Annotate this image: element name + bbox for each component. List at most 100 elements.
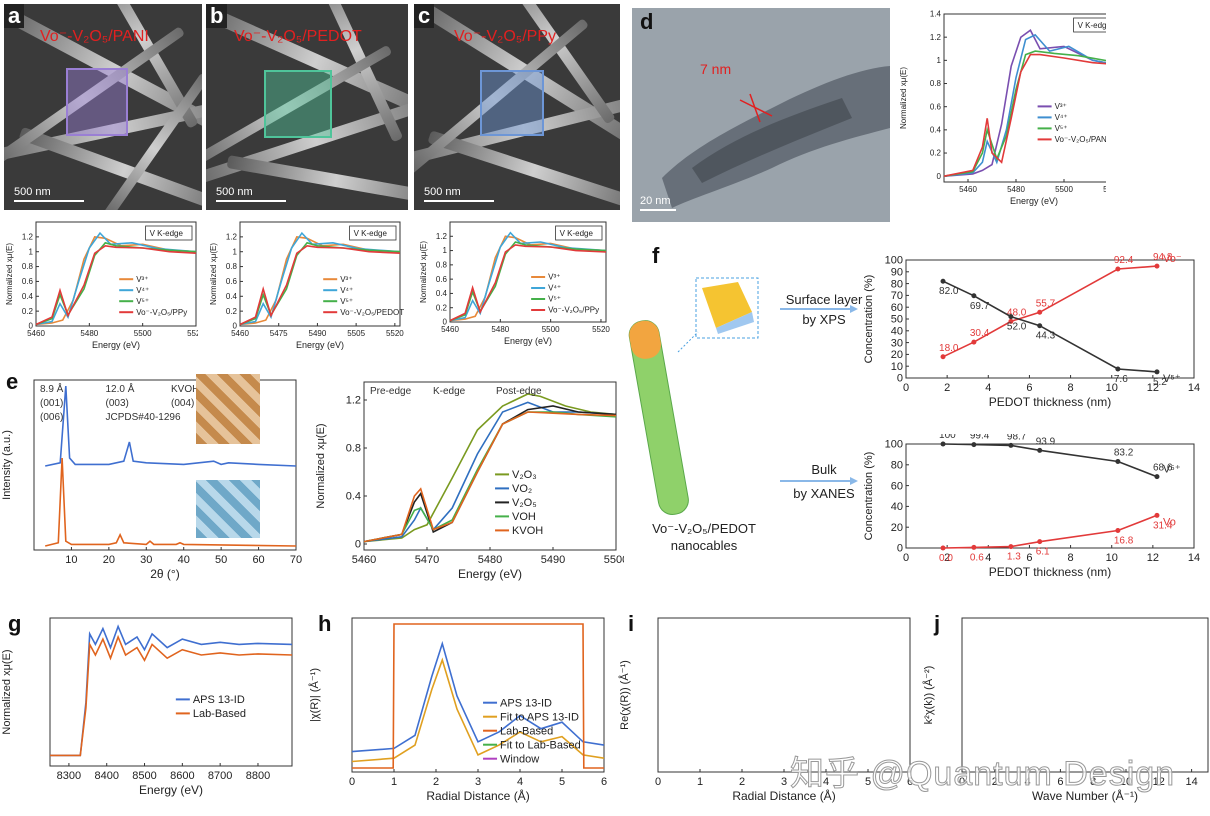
x-tick-label: 5 xyxy=(865,776,871,788)
crystal-structure-kvoh xyxy=(196,374,260,444)
x-tick-label: 40 xyxy=(178,554,190,566)
x-tick-label: 5475 xyxy=(270,329,288,338)
data-point xyxy=(1008,318,1014,324)
data-label: 31.4 xyxy=(1153,520,1173,531)
y-axis-label: Normalized xμ(E) xyxy=(209,243,218,305)
x-tick-label: 0 xyxy=(903,382,909,394)
x-axis-label: 2θ (°) xyxy=(150,567,179,581)
sem-title-c: Vo⁻-V₂O₅/PPy xyxy=(454,28,557,45)
x-tick-label: 6 xyxy=(1057,776,1063,788)
data-label: 16.8 xyxy=(1114,536,1134,547)
legend-label: Fit to APS 13-ID xyxy=(500,711,579,723)
data-point xyxy=(1154,512,1160,518)
x-tick-label: 12 xyxy=(1153,776,1165,788)
y-tick-label: 0.4 xyxy=(22,292,34,301)
sem-image-b: Vo⁻-V₂O₅/PEDOT 500 nm xyxy=(206,4,408,210)
inset-box xyxy=(145,225,193,241)
x-axis-label: PEDOT thickness (nm) xyxy=(989,395,1111,409)
legend-label: V⁴⁺ xyxy=(1055,113,1068,122)
x-tick-label: 5500 xyxy=(134,329,152,338)
x-tick-label: 14 xyxy=(1188,382,1200,394)
x-tick-label: 5505 xyxy=(347,329,365,338)
data-label: 52.0 xyxy=(1007,322,1027,333)
legend-label: V⁵⁺ xyxy=(340,297,353,306)
x-tick-label: 4 xyxy=(1025,776,1031,788)
x-tick-label: 6 xyxy=(1026,552,1032,564)
panel-label-h: h xyxy=(318,611,332,636)
tem-thickness-label: 7 nm xyxy=(700,61,731,77)
data-label: 69.7 xyxy=(970,301,990,312)
x-tick-label: 5480 xyxy=(491,325,509,334)
y-tick-label: 10 xyxy=(891,361,903,373)
annotation: K-edge xyxy=(433,386,466,397)
legend-label: V⁴⁺ xyxy=(340,286,353,295)
data-point xyxy=(1008,544,1014,550)
y-tick-label: 1 xyxy=(443,246,448,255)
x-tick-label: 8600 xyxy=(170,770,194,782)
x-tick-label: 30 xyxy=(140,554,152,566)
data-label: 7.6 xyxy=(1114,374,1128,385)
panel-label-b: b xyxy=(206,4,228,28)
x-tick-label: 3 xyxy=(781,776,787,788)
series-line-0 xyxy=(45,385,297,467)
y-tick-label: 0 xyxy=(937,172,942,181)
series-line-3 xyxy=(449,244,607,322)
chart-i: 0 1 2 3 4 5 6 Radial Distance (Å) Re(χ(R)) (Å⁻¹) xyxy=(618,617,913,803)
series-line-1 xyxy=(35,231,197,326)
plot-frame xyxy=(961,617,1209,773)
annotation: JCPDS#40-1296 xyxy=(106,412,181,423)
panel-label-e: e xyxy=(6,369,19,394)
y-axis-label: Re(χ(R)) (Å⁻¹) xyxy=(618,660,631,730)
watermark: 知乎 @Quantum Design xyxy=(789,755,1176,794)
series-line-1 xyxy=(942,280,1158,373)
x-tick-label: 5520 xyxy=(592,325,610,334)
y-tick-label: 0.6 xyxy=(930,102,942,111)
legend-label: V⁵⁺ xyxy=(1055,124,1068,133)
data-point xyxy=(940,441,946,447)
x-tick-label: 8300 xyxy=(57,770,81,782)
x-tick-label: 70 xyxy=(290,554,302,566)
data-point xyxy=(1037,539,1043,545)
y-tick-label: 0.8 xyxy=(226,262,238,271)
data-point xyxy=(971,293,977,299)
annotation: 12.0 Å xyxy=(106,382,135,395)
x-tick-label: 5490 xyxy=(541,554,565,566)
plot-frame xyxy=(239,221,401,327)
x-tick-label: 2 xyxy=(433,776,439,788)
y-tick-label: 1.2 xyxy=(436,232,448,241)
data-point xyxy=(1115,266,1121,272)
x-tick-label: 6 xyxy=(601,776,607,788)
plot-frame xyxy=(49,617,293,767)
data-label: 30.4 xyxy=(970,328,990,339)
y-tick-label: 0.8 xyxy=(346,443,361,455)
legend-label: Fit to Lab-Based xyxy=(500,739,581,751)
y-tick-label: 0.6 xyxy=(22,277,34,286)
series-line-2 xyxy=(352,623,604,769)
x-tick-label: 5460 xyxy=(27,329,45,338)
x-tick-label: 60 xyxy=(252,554,264,566)
data-label: 1.3 xyxy=(1007,552,1021,563)
data-point xyxy=(971,544,977,550)
series-line-1 xyxy=(943,33,1106,177)
x-tick-label: 2 xyxy=(739,776,745,788)
y-axis-label: Normalized xμ(E) xyxy=(315,423,327,508)
panel-label-c: c xyxy=(414,4,435,28)
plot-frame xyxy=(33,379,297,551)
series-line-0 xyxy=(363,393,617,543)
x-tick-label: 1 xyxy=(697,776,703,788)
series-line-2 xyxy=(943,50,1106,177)
data-point xyxy=(1154,369,1160,375)
y-tick-label: 50 xyxy=(891,314,903,326)
x-axis-label: PEDOT thickness (nm) xyxy=(989,565,1111,579)
series-line-3 xyxy=(239,244,401,326)
chart-g: 8300 8400 8500 8600 8700 8800 Energy (eV) Norma… xyxy=(1,617,293,797)
sem-image-c: Vo⁻-V₂O₅/PPy 500 nm xyxy=(414,4,620,210)
x-tick-label: 3 xyxy=(475,776,481,788)
highlight-box-c xyxy=(480,70,544,136)
y-tick-label: 0.2 xyxy=(22,307,34,316)
x-tick-label: 12 xyxy=(1147,382,1159,394)
x-tick-label: 5520 xyxy=(386,329,404,338)
x-axis-label: Wave Number (Å⁻¹) xyxy=(1032,788,1138,803)
series-line-0 xyxy=(239,236,401,326)
data-label: 6.1 xyxy=(1036,547,1050,558)
